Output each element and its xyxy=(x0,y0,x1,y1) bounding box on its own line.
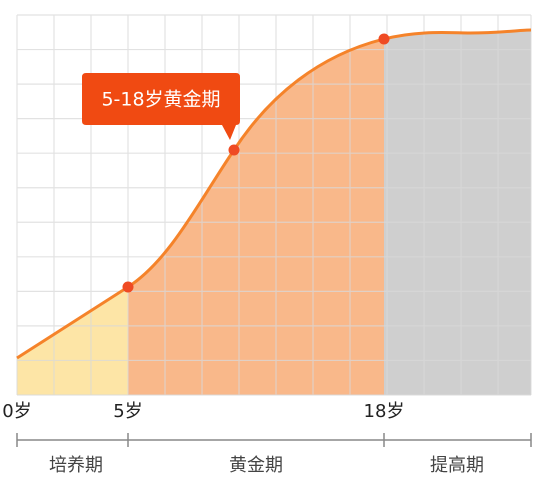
point xyxy=(228,144,240,156)
callout-text: 5-18岁黄金期 xyxy=(101,89,220,111)
golden-fill xyxy=(128,39,384,395)
growth-curve xyxy=(16,28,532,360)
timeline xyxy=(16,433,532,447)
period-label: 提高期 xyxy=(430,455,484,476)
nurture-fill xyxy=(17,287,128,395)
point xyxy=(378,33,390,45)
period-label: 黄金期 xyxy=(229,455,283,476)
age-label: 5岁 xyxy=(113,401,142,422)
period-label: 培养期 xyxy=(49,455,103,476)
improve-fill xyxy=(384,30,531,395)
age-label: 0岁 xyxy=(2,401,31,422)
age-label: 18岁 xyxy=(364,401,405,422)
callout-box xyxy=(82,73,240,140)
point xyxy=(122,281,134,293)
